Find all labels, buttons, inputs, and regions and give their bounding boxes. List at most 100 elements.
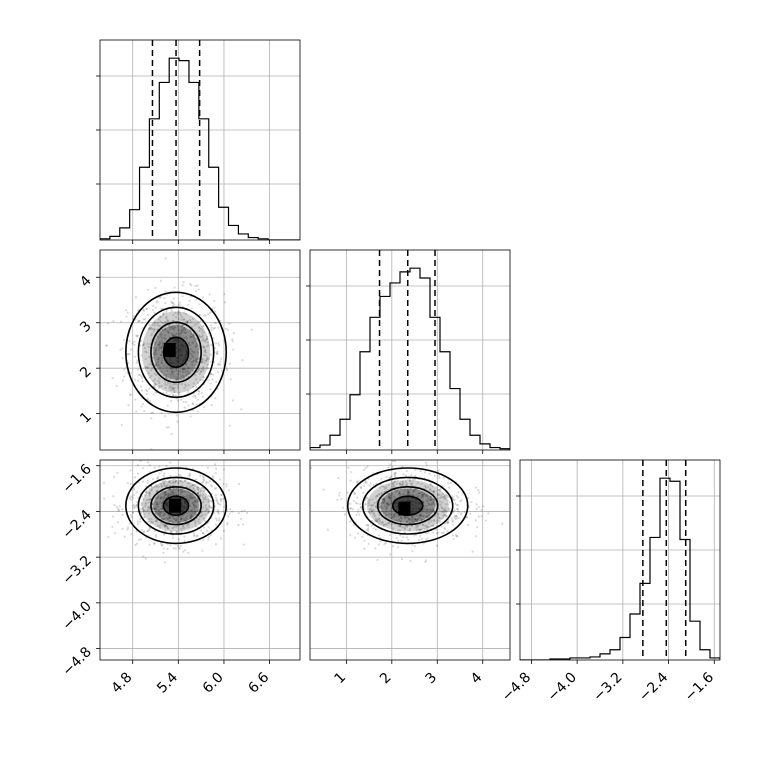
sample-point	[145, 388, 148, 392]
sample-point	[156, 503, 159, 506]
sample-point	[162, 474, 165, 477]
sample-point	[157, 324, 161, 327]
sample-point	[385, 507, 388, 511]
sample-point	[158, 381, 161, 385]
sample-point	[403, 489, 407, 492]
sample-point	[169, 479, 172, 482]
sample-point	[191, 502, 194, 505]
sample-point	[218, 519, 221, 522]
sample-point	[140, 339, 143, 342]
sample-point	[187, 372, 190, 375]
sample-point	[240, 408, 243, 411]
sample-point	[146, 366, 149, 369]
sample-point	[182, 336, 186, 339]
sample-point	[177, 313, 180, 316]
sample-point	[163, 525, 166, 528]
sample-point	[172, 334, 175, 337]
contour-level-3	[391, 495, 424, 516]
sample-point	[426, 511, 429, 514]
sample-point	[193, 337, 196, 340]
sample-point	[132, 494, 135, 497]
sample-point	[364, 502, 368, 505]
sample-point	[192, 333, 195, 336]
sample-point	[190, 514, 194, 518]
sample-point	[162, 510, 165, 513]
sample-point	[192, 503, 196, 506]
sample-point	[389, 509, 393, 512]
sample-point	[146, 288, 149, 292]
sample-point	[501, 522, 504, 525]
sample-point	[201, 395, 205, 398]
sample-point	[349, 534, 352, 537]
sample-point	[154, 519, 157, 523]
sample-point	[393, 471, 397, 475]
sample-point	[176, 487, 180, 490]
hist-panel-0	[96, 39, 301, 241]
sample-point	[454, 502, 457, 505]
sample-point	[140, 503, 143, 506]
sample-point	[171, 386, 175, 389]
sample-point	[437, 513, 440, 516]
contour-level-2	[376, 486, 439, 526]
sample-point	[148, 543, 151, 546]
sample-point	[203, 339, 206, 342]
sample-point	[174, 326, 177, 329]
sample-point	[146, 398, 149, 401]
sample-point	[165, 426, 168, 429]
sample-point	[365, 497, 368, 500]
sample-point	[150, 327, 154, 331]
sample-point	[201, 481, 205, 484]
sample-point	[445, 514, 448, 518]
sample-point	[190, 509, 193, 512]
sample-point	[178, 521, 181, 524]
sample-point	[150, 374, 153, 377]
sample-point	[193, 496, 197, 499]
sample-point	[222, 510, 225, 513]
sample-point	[172, 367, 175, 370]
sample-point	[139, 538, 142, 541]
sample-point	[182, 281, 185, 284]
sample-point	[172, 387, 175, 390]
sample-point	[151, 411, 155, 414]
sample-point	[195, 378, 198, 381]
x-tick-label: 6.0	[200, 670, 227, 697]
sample-point	[156, 475, 159, 479]
sample-point	[145, 498, 148, 501]
sample-point	[194, 504, 197, 507]
sample-point	[143, 530, 146, 533]
sample-point	[424, 538, 427, 541]
sample-point	[376, 558, 379, 561]
sample-point	[85, 502, 87, 504]
sample-point	[204, 314, 207, 317]
sample-point	[419, 528, 422, 531]
sample-point	[205, 506, 208, 509]
sample-point	[103, 497, 106, 500]
sample-point	[161, 329, 164, 332]
sample-point	[372, 527, 375, 530]
sample-point	[446, 499, 450, 502]
sample-point	[449, 481, 452, 485]
sample-point	[416, 524, 420, 527]
sample-point	[431, 510, 434, 513]
sample-point	[193, 499, 196, 503]
sample-point	[413, 489, 416, 492]
y-tick-label: 1	[77, 409, 95, 427]
sample-point	[414, 494, 418, 497]
sample-point	[202, 479, 206, 482]
sample-point	[420, 514, 423, 517]
sample-point	[355, 513, 358, 516]
sample-point	[148, 527, 151, 530]
sample-point	[455, 534, 458, 538]
sample-point	[431, 524, 435, 527]
sample-point	[389, 502, 392, 505]
sample-point	[158, 346, 161, 349]
sample-point	[378, 492, 381, 495]
sample-point	[168, 516, 171, 519]
sample-point	[117, 508, 120, 512]
sample-point	[398, 491, 401, 494]
sample-point	[158, 342, 162, 345]
sample-point	[167, 481, 171, 484]
sample-point	[229, 508, 232, 511]
sample-point	[365, 528, 368, 531]
sample-point	[379, 510, 383, 513]
